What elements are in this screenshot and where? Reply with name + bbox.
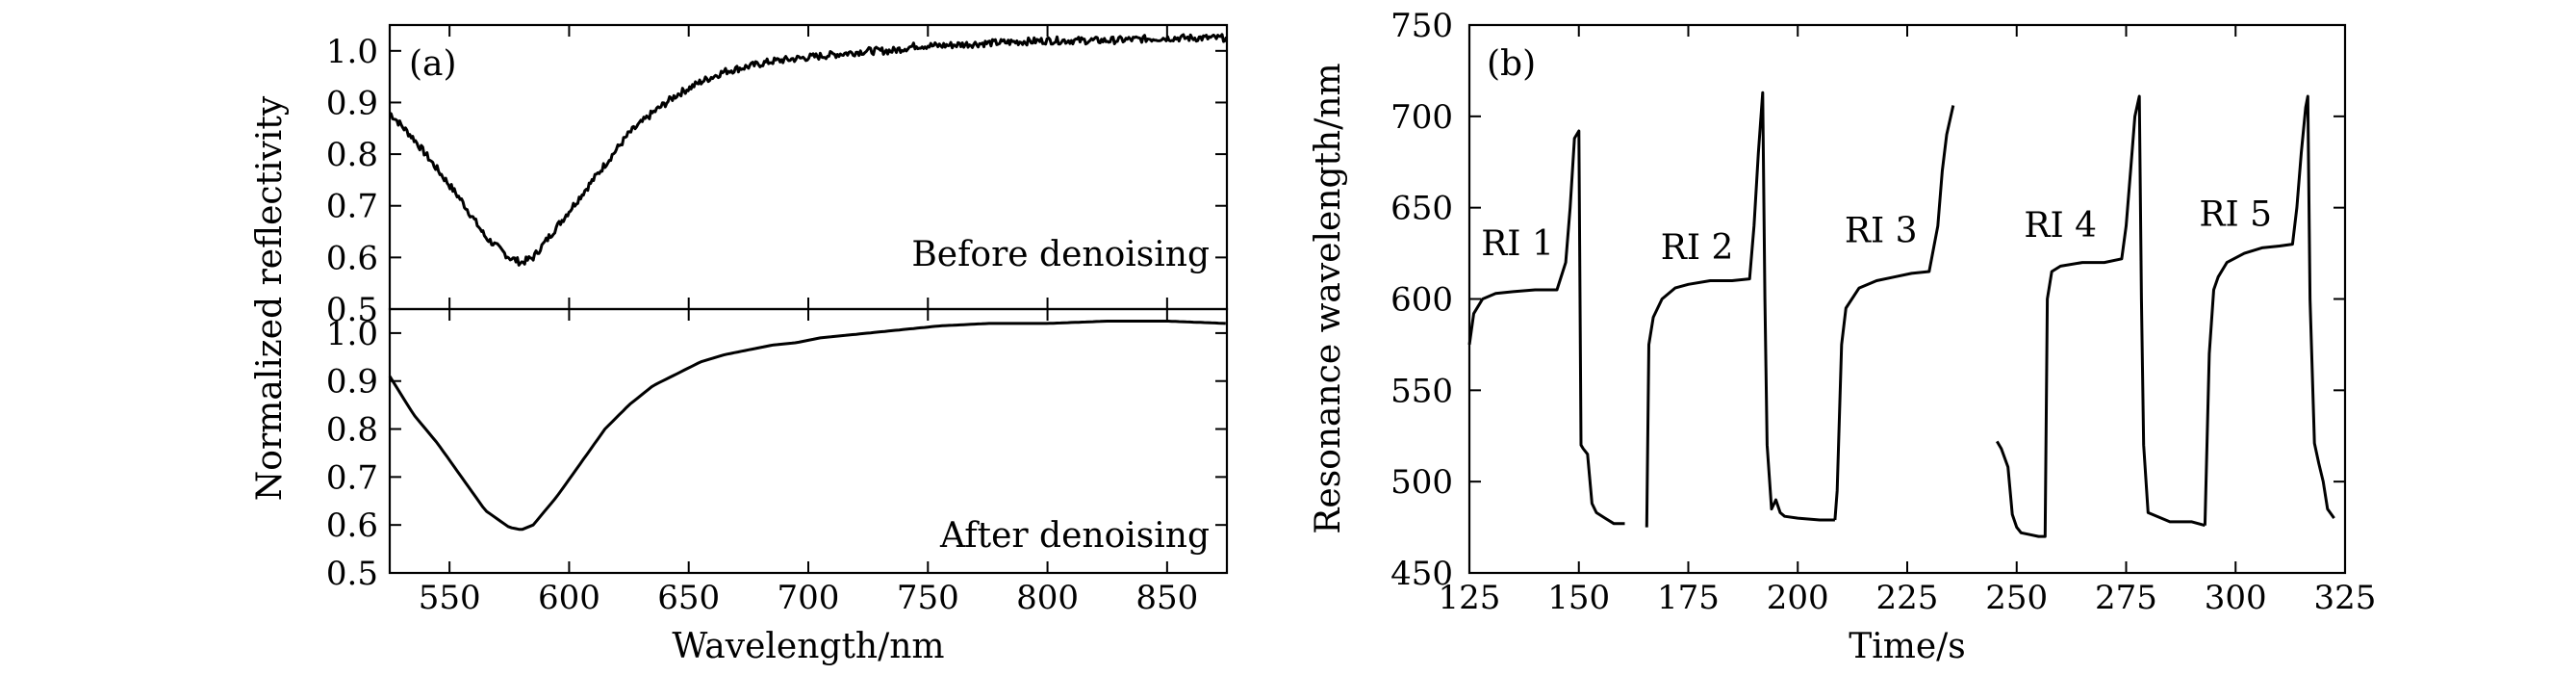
series-segment — [1996, 94, 2206, 538]
x-tick-label-a: 650 — [657, 579, 720, 617]
panel-b: 125 150 175 200 225 250 275 300 325 450 500 550 600 6… — [1309, 7, 2376, 666]
y-tick-label-b: 550 — [1390, 372, 1453, 410]
x-tick-label-b: 325 — [2314, 579, 2377, 617]
x-axis-title-b: Time/s — [1849, 627, 1966, 666]
y-tick-label-b: 700 — [1390, 98, 1453, 137]
label-before-denoising: Before denoising — [911, 235, 1210, 274]
series-segment — [1833, 105, 1955, 521]
y-tick-label-a: 0.6 — [326, 506, 378, 545]
x-tick-label-b: 250 — [1985, 579, 2048, 617]
series-resonance-wavelength — [1467, 91, 2335, 538]
x-tick-label-a: 600 — [538, 579, 600, 617]
x-tick-label-b: 225 — [1876, 579, 1939, 617]
y-tick-label-a: 1.0 — [326, 315, 378, 353]
x-tick-label-b: 300 — [2205, 579, 2267, 617]
y-tick-label-a: 0.5 — [326, 555, 378, 593]
ri-label: RI 3 — [1845, 212, 1918, 251]
series-segment — [1645, 91, 1835, 528]
x-tick-label-a: 700 — [778, 579, 840, 617]
ri-label: RI 2 — [1661, 228, 1734, 268]
y-tick-label-a: 0.8 — [326, 136, 378, 174]
y-tick-label-b: 600 — [1390, 281, 1453, 320]
x-axis-title-a: Wavelength/nm — [672, 627, 944, 666]
x-tick-label-b: 275 — [2095, 579, 2157, 617]
y-tick-label-b: 650 — [1390, 190, 1453, 228]
y-axis-title-a: Normalized reflectivity — [250, 95, 290, 501]
series-after-denoising — [388, 320, 1226, 532]
x-tick-label-b: 200 — [1767, 579, 1829, 617]
y-tick-label-b: 750 — [1390, 7, 1453, 45]
y-tick-label-a: 0.9 — [326, 363, 378, 402]
y-tick-label-a: 0.8 — [326, 411, 378, 450]
x-tick-label-a: 750 — [897, 579, 959, 617]
ri-label: RI 4 — [2024, 206, 2097, 246]
ri-annotations: RI 1 RI 2 RI 3 RI 4 RI 5 — [1481, 195, 2272, 268]
x-tick-label-b: 125 — [1439, 579, 1501, 617]
series-segment — [1467, 129, 1625, 526]
panel-a-ticks: 550 600 650 700 750 800 8500.50.60.70.80.91.00… — [326, 25, 1227, 617]
x-tick-label-a: 800 — [1016, 579, 1079, 617]
x-tick-label-b: 150 — [1547, 579, 1610, 617]
y-tick-label-a: 0.6 — [326, 239, 378, 277]
y-tick-label-a: 1.0 — [326, 33, 378, 71]
y-tick-label-a: 0.9 — [326, 84, 378, 122]
ri-label: RI 5 — [2199, 195, 2272, 235]
series-segment — [2203, 94, 2335, 526]
y-tick-label-b: 450 — [1390, 555, 1453, 593]
x-tick-label-b: 175 — [1657, 579, 1720, 617]
label-after-denoising: After denoising — [939, 516, 1210, 556]
y-tick-label-b: 500 — [1390, 463, 1453, 502]
x-tick-label-a: 850 — [1135, 579, 1198, 617]
y-tick-label-a: 0.5 — [326, 291, 378, 329]
panel-label-b: (b) — [1487, 44, 1536, 84]
ri-label: RI 1 — [1481, 224, 1554, 264]
y-axis-title-b: Resonance wavelength/nm — [1309, 63, 1348, 533]
series-before-denoising — [389, 33, 1228, 267]
panel-a: 550 600 650 700 750 800 8500.50.60.70.80.91.00… — [250, 23, 1229, 666]
panel-label-a: (a) — [409, 44, 457, 84]
y-tick-label-a: 0.7 — [326, 458, 378, 497]
panel-b-ticks: 125 150 175 200 225 250 275 300 325 450 500 550 600 6… — [1390, 7, 2376, 617]
x-tick-label-a: 550 — [419, 579, 481, 617]
y-tick-label-a: 0.7 — [326, 188, 378, 226]
